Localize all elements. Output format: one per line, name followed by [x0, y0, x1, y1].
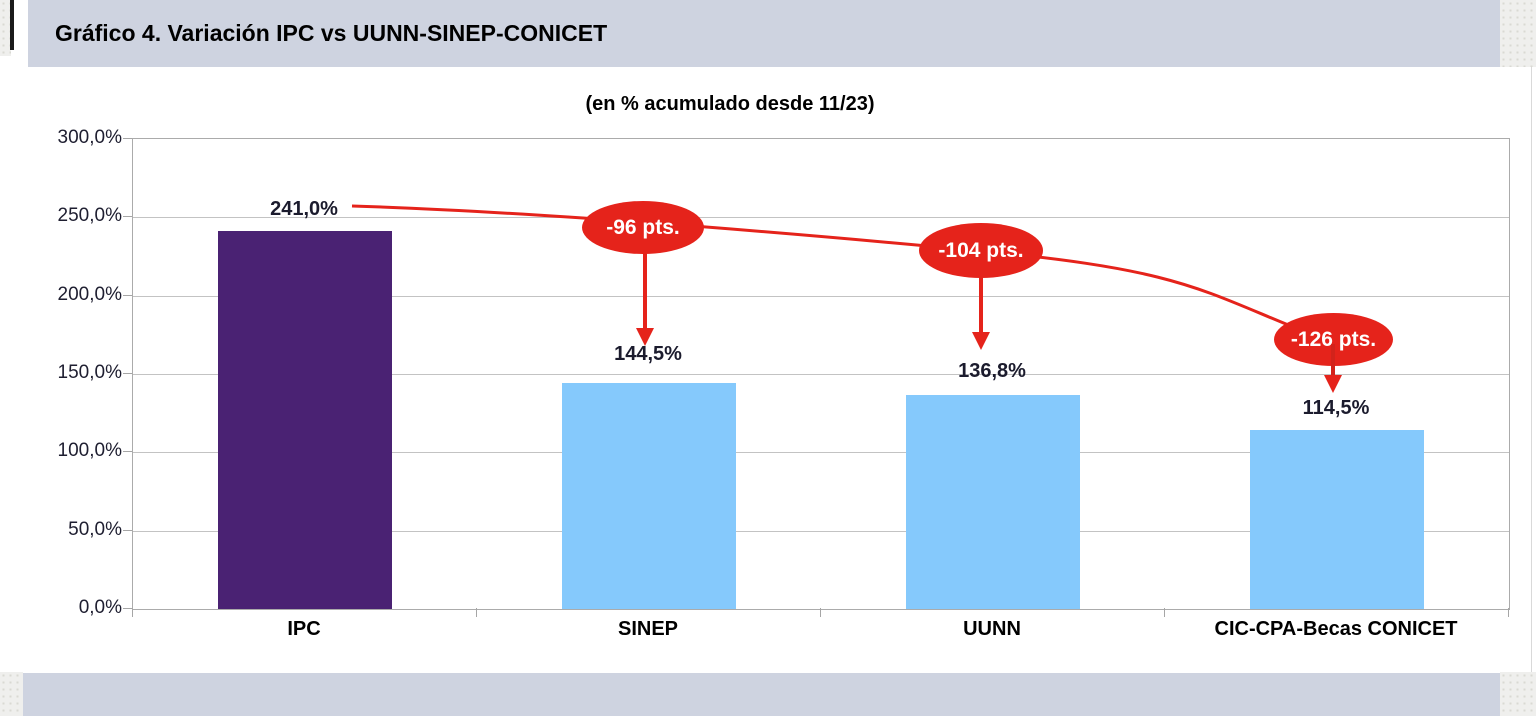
y-axis-label: 0,0% [78, 597, 122, 618]
gridline [133, 452, 1509, 453]
bar-sinep [562, 382, 736, 609]
gridline [133, 374, 1509, 375]
page-title: Gráfico 4. Variación IPC vs UUNN-SINEP-C… [55, 20, 608, 46]
y-axis-tick [123, 138, 132, 139]
annotation-label: -126 pts. [1290, 327, 1377, 351]
bar-ipc [218, 231, 392, 609]
y-axis-tick [123, 373, 132, 374]
bar-uunn [906, 394, 1080, 609]
dotted-pattern-top-right [1500, 0, 1536, 67]
annotation-label: -96 pts. [606, 215, 680, 239]
dotted-pattern-bottom-right [1500, 672, 1536, 716]
annotation-ellipse-conicet: -126 pts. [1274, 313, 1393, 366]
annotation-ellipse-sinep: -96 pts. [582, 201, 704, 254]
x-axis-tick [476, 608, 477, 617]
x-axis-tick [132, 608, 133, 617]
value-label: 136,8% [958, 360, 1026, 382]
x-axis-tick [1508, 608, 1509, 617]
dotted-pattern-bottom-left [0, 672, 23, 716]
y-axis-label: 250,0% [57, 205, 122, 226]
value-label: 241,0% [270, 198, 338, 220]
category-label-sinep: SINEP [617, 618, 679, 640]
category-label-ipc: IPC [287, 618, 321, 640]
left-accent-line [10, 0, 14, 50]
dotted-pattern-top-left [0, 0, 11, 56]
annotation-label: -104 pts. [938, 238, 1024, 262]
y-axis-tick [123, 530, 132, 531]
y-axis-label: 100,0% [57, 440, 122, 461]
y-axis-tick [123, 295, 132, 296]
y-axis-label: 300,0% [57, 127, 122, 148]
y-axis-tick [123, 451, 132, 452]
y-axis-tick [123, 608, 132, 609]
x-axis-tick [820, 608, 821, 617]
value-label: 114,5% [1302, 397, 1370, 419]
y-axis-label: 200,0% [57, 284, 122, 305]
x-axis-tick [1164, 608, 1165, 617]
annotation-ellipse-uunn: -104 pts. [919, 223, 1043, 278]
category-label-cic-cpa-becas-conicet: CIC-CPA-Becas CONICET [1214, 618, 1458, 640]
y-axis-tick [123, 216, 132, 217]
header-bar: Gráfico 4. Variación IPC vs UUNN-SINEP-C… [28, 0, 1500, 67]
bar-cic-cpa-becas-conicet [1250, 429, 1424, 609]
gridline [133, 531, 1509, 532]
chart-subtitle: (en % acumulado desde 11/23) [585, 93, 875, 115]
y-axis-label: 150,0% [57, 362, 122, 383]
y-axis-label: 50,0% [68, 519, 122, 540]
page-edge-line [1531, 0, 1532, 716]
value-label: 144,5% [614, 343, 682, 365]
footer-bar [23, 673, 1500, 716]
category-label-uunn: UUNN [963, 618, 1021, 640]
